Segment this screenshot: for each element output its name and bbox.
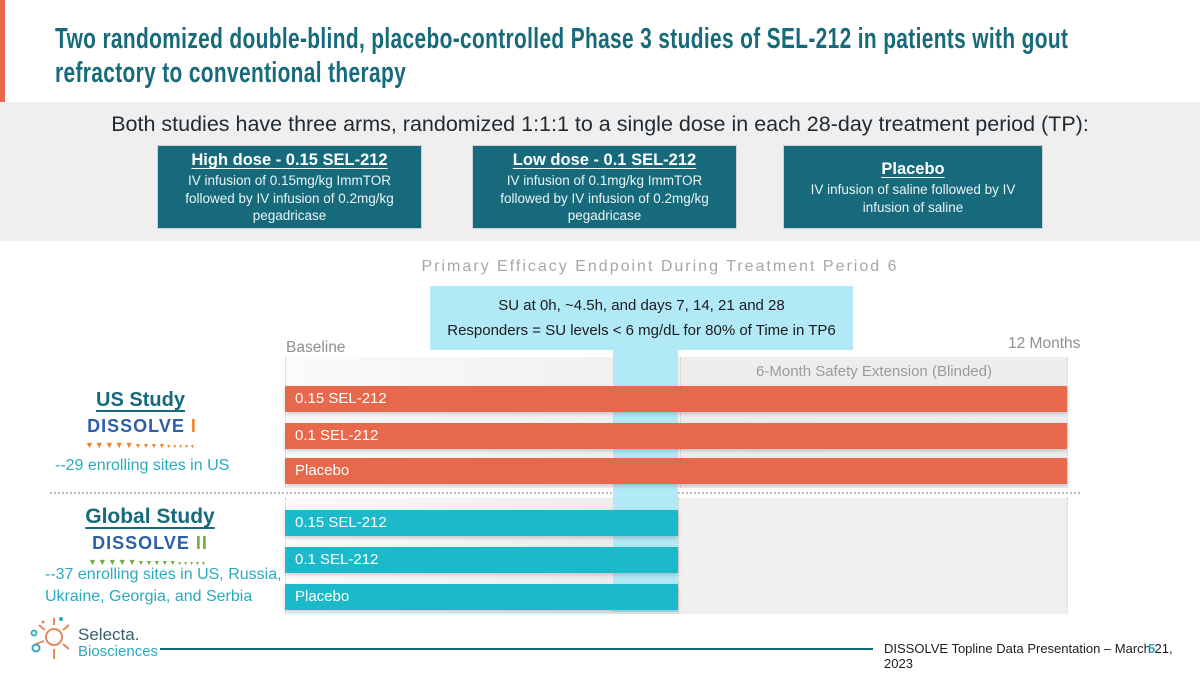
- global-bar-placebo: Placebo: [285, 584, 678, 610]
- dissolve-1-numeral: I: [190, 416, 197, 436]
- arm-box-high-dose-title: High dose - 0.15 SEL-212: [191, 151, 388, 169]
- us-study-title: US Study: [96, 389, 185, 411]
- endpoint-heading: Primary Efficacy Endpoint During Treatme…: [421, 258, 899, 275]
- global-bar-015-sel212: 0.15 SEL-212: [285, 510, 678, 536]
- study-divider: [50, 492, 1080, 494]
- arm-box-placebo-title: Placebo: [881, 160, 945, 178]
- dissolve-2-logo: DISSOLVE II: [66, 533, 234, 554]
- us-bar-015-sel212: 0.15 SEL-212: [285, 386, 1067, 412]
- selecta-starburst-icon: [30, 617, 70, 659]
- left-accent-strip: [0, 0, 5, 102]
- dissolve-1-logo: DISSOLVE I: [62, 416, 222, 437]
- global-study-title: Global Study: [85, 505, 215, 528]
- arm-box-high-dose-body: IV infusion of 0.15mg/kg ImmTOR followed…: [185, 173, 394, 223]
- arm-box-low-dose-title: Low dose - 0.1 SEL-212: [512, 151, 697, 169]
- page-title: Two randomized double-blind, placebo-con…: [55, 22, 1195, 102]
- selecta-subname: Biosciences: [78, 643, 159, 660]
- footer-divider-line: [160, 648, 873, 650]
- page-title-text: Two randomized double-blind, placebo-con…: [55, 23, 1069, 89]
- dissolve-2-triangles-icon: ▼▼▼▼▼▼▼▼▼▼▼▼▼▼▼: [88, 557, 207, 568]
- twelve-months-label: 12 Months: [1008, 335, 1081, 352]
- arm-box-placebo: Placebo IV infusion of saline followed b…: [783, 145, 1043, 229]
- safety-extension-header: 6-Month Safety Extension (Blinded): [680, 357, 1067, 386]
- global-twelve-month-gridline: [1067, 498, 1068, 614]
- us-bar-01-sel212: 0.1 SEL-212: [285, 423, 1067, 449]
- global-sites-text: --37 enrolling sites in US, Russia, Ukra…: [45, 566, 282, 605]
- dissolve-2-wordmark: DISSOLVE: [92, 533, 190, 553]
- us-six-month-gridline: [680, 357, 681, 488]
- global-study-extension-panel: [678, 498, 1067, 614]
- dissolve-1-wordmark: DISSOLVE: [87, 416, 185, 436]
- dissolve-2-numeral: II: [195, 533, 208, 553]
- arm-box-low-dose-body: IV infusion of 0.1mg/kg ImmTOR followed …: [500, 173, 709, 223]
- callout-line-2: Responders = SU levels < 6 mg/dL for 80%…: [447, 322, 836, 339]
- arm-box-low-dose: Low dose - 0.1 SEL-212 IV infusion of 0.…: [472, 145, 737, 229]
- arm-box-placebo-body: IV infusion of saline followed by IV inf…: [810, 182, 1016, 215]
- us-baseline-gridline: [285, 357, 286, 488]
- callout-line-1: SU at 0h, ~4.5h, and days 7, 14, 21 and …: [498, 297, 785, 314]
- footer-text: DISSOLVE Topline Data Presentation – Mar…: [884, 641, 1173, 671]
- baseline-label: Baseline: [286, 339, 346, 356]
- us-bar-placebo: Placebo: [285, 458, 1067, 484]
- global-six-month-gridline: [678, 498, 679, 614]
- arm-box-high-dose: High dose - 0.15 SEL-212 IV infusion of …: [157, 145, 422, 229]
- selecta-name: Selecta.: [78, 625, 140, 644]
- endpoint-callout: SU at 0h, ~4.5h, and days 7, 14, 21 and …: [430, 286, 853, 350]
- page-number: 5: [1148, 641, 1156, 656]
- us-twelve-month-gridline: [1067, 357, 1068, 488]
- dissolve-1-triangles-icon: ▼▼▼▼▼▼▼▼▼▼▼▼▼▼: [85, 440, 197, 451]
- us-sites-text: --29 enrolling sites in US: [55, 457, 230, 474]
- global-bar-01-sel212: 0.1 SEL-212: [285, 547, 678, 573]
- arms-heading: Both studies have three arms, randomized…: [111, 112, 1089, 136]
